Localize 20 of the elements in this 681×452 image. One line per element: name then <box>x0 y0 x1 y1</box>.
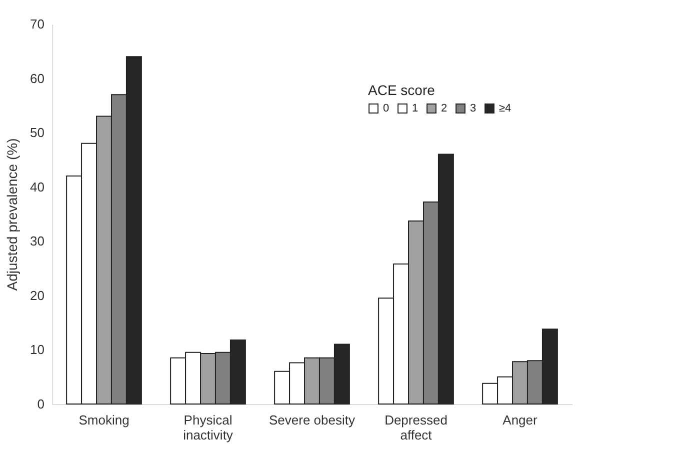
y-tick-label: 30 <box>30 234 44 249</box>
legend-label: 3 <box>470 102 476 115</box>
y-tick-label: 0 <box>37 396 44 412</box>
legend-label: 1 <box>412 102 418 115</box>
legend-label: 0 <box>383 102 390 115</box>
x-tick-label: Depressed affect <box>384 412 448 442</box>
x-tick-label: Severe obesity <box>269 412 356 428</box>
x-tick-label: Anger <box>502 412 538 428</box>
y-tick-label: 20 <box>30 288 44 303</box>
y-tick-label: 60 <box>30 70 44 86</box>
y-tick-label: 10 <box>30 342 44 358</box>
x-tick-label: Physical inactivity <box>183 412 234 442</box>
legend-title: ACE score <box>368 82 436 98</box>
legend-label: ≥4 <box>499 102 512 115</box>
y-tick-label: 50 <box>30 125 44 140</box>
y-axis-title: Adjusted prevalence (%) <box>4 138 20 291</box>
legend-label: 2 <box>441 102 448 115</box>
y-tick-label: 70 <box>30 16 44 32</box>
x-tick-label: Smoking <box>78 412 130 428</box>
y-tick-label: 40 <box>30 179 44 194</box>
